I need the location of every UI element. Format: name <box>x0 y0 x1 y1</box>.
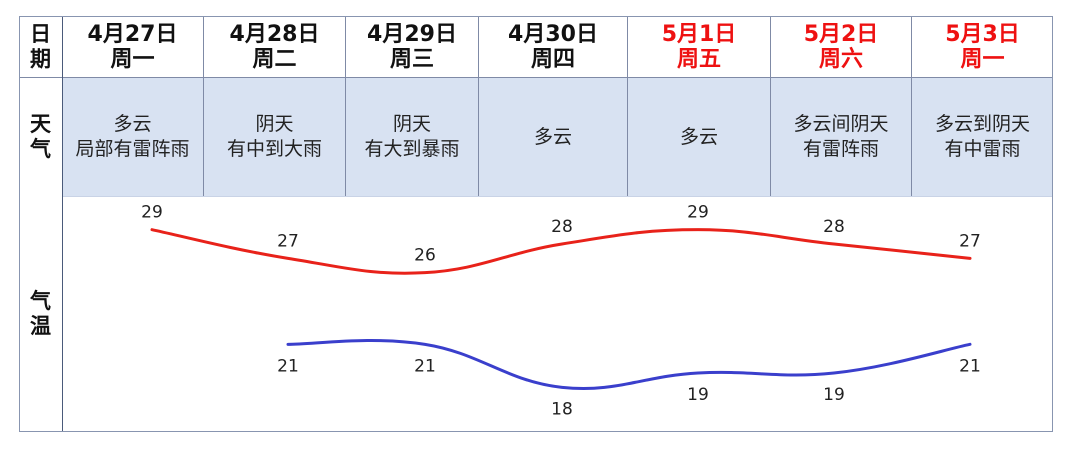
temperature-chart: 29 27 26 28 29 28 27 21 21 18 19 19 21 <box>141 203 981 420</box>
row-label-weather: 天气 <box>19 78 62 196</box>
low-temp-line <box>286 339 972 390</box>
weather-cell: 阴天 有中到大雨 <box>204 78 346 196</box>
weather-text: 多云间阴天 <box>793 113 889 135</box>
divider <box>19 77 1053 78</box>
high-temp-label: 29 <box>687 203 709 223</box>
high-temp-label: 28 <box>823 217 845 237</box>
row-label-char: 天 <box>30 112 51 136</box>
date-header: 5月2日 周六 <box>771 16 912 78</box>
weekday-text: 周二 <box>252 47 297 72</box>
row-label-char: 期 <box>30 47 51 71</box>
weather-text: 有中雷雨 <box>944 138 1021 160</box>
weekday-text: 周六 <box>818 47 863 72</box>
date-header: 4月28日 周二 <box>204 16 346 78</box>
low-temp-label: 18 <box>551 399 573 419</box>
high-temp-label: 26 <box>414 246 436 266</box>
low-temp-label: 21 <box>414 356 436 376</box>
forecast-table: 日期 天气 气温 4月27日 周一 多云 局部有雷阵雨 4月28日 周二 阴天 有中到大雨 4月… <box>19 16 1053 432</box>
date-header: 5月1日 周五 <box>628 16 771 78</box>
high-temp-label: 29 <box>141 203 163 223</box>
weekday-text: 周一 <box>110 47 155 72</box>
date-text: 4月28日 <box>229 22 320 47</box>
weather-cell: 多云间阴天 有雷阵雨 <box>771 78 912 196</box>
weather-text: 多云到阴天 <box>934 113 1030 135</box>
weather-text: 阴天 <box>255 113 294 135</box>
date-text: 5月1日 <box>661 22 737 47</box>
weather-text: 多云 <box>679 125 718 148</box>
weekday-text: 周五 <box>676 47 721 72</box>
weather-cell: 多云 局部有雷阵雨 <box>62 78 204 196</box>
high-temp-label: 27 <box>277 231 299 251</box>
row-label-date: 日期 <box>19 16 62 78</box>
weather-text: 有大到暴雨 <box>364 138 460 160</box>
high-temp-label: 28 <box>551 217 573 237</box>
date-text: 5月3日 <box>945 22 1020 47</box>
row-label-temperature: 气温 <box>19 196 62 432</box>
row-label-char: 日 <box>30 22 51 46</box>
weather-text: 有雷阵雨 <box>802 138 879 160</box>
weather-text: 阴天 <box>392 113 431 135</box>
row-label-char: 气 <box>30 289 51 313</box>
high-temp-line <box>150 228 972 275</box>
weather-cell: 多云到阴天 有中雷雨 <box>912 78 1053 196</box>
weather-text: 多云 <box>533 125 572 148</box>
low-temp-label: 19 <box>823 385 845 405</box>
date-header: 4月27日 周一 <box>62 16 204 78</box>
date-text: 4月30日 <box>508 22 598 47</box>
weather-text: 有中到大雨 <box>226 138 322 160</box>
low-temp-label: 19 <box>687 385 709 405</box>
date-text: 4月27日 <box>87 22 178 47</box>
date-text: 4月29日 <box>367 22 457 47</box>
weather-text: 多云 <box>113 113 152 135</box>
row-label-char: 温 <box>30 314 51 338</box>
weather-cell: 阴天 有大到暴雨 <box>346 78 479 196</box>
weekday-text: 周四 <box>530 47 575 72</box>
date-header: 4月29日 周三 <box>346 16 479 78</box>
divider <box>62 16 63 432</box>
low-temp-label: 21 <box>959 356 981 376</box>
low-temp-label: 21 <box>277 356 299 376</box>
weekday-text: 周一 <box>960 47 1005 72</box>
weather-cell: 多云 <box>628 78 771 196</box>
high-temp-label: 27 <box>959 231 981 251</box>
date-text: 5月2日 <box>803 22 879 47</box>
date-header: 4月30日 周四 <box>479 16 628 78</box>
weather-text: 局部有雷阵雨 <box>75 138 190 160</box>
divider <box>62 196 1053 197</box>
row-label-char: 气 <box>30 137 51 161</box>
date-header: 5月3日 周一 <box>912 16 1053 78</box>
weekday-text: 周三 <box>389 47 434 72</box>
weather-cell: 多云 <box>479 78 628 196</box>
